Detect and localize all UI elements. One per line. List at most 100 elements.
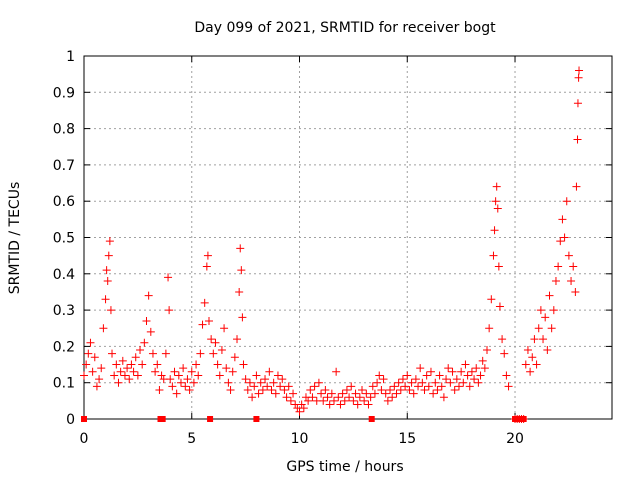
data-point	[530, 335, 539, 344]
data-point	[233, 335, 242, 344]
data-point	[80, 371, 88, 380]
data-point	[452, 375, 461, 384]
chart-title: Day 099 of 2021, SRMTID for receiver bog…	[194, 20, 496, 36]
data-point	[327, 389, 336, 398]
data-point	[549, 306, 558, 315]
data-point	[355, 393, 364, 402]
data-point	[238, 313, 247, 322]
data-point	[569, 262, 578, 271]
data-point	[459, 378, 468, 387]
data-point	[258, 385, 267, 394]
data-point	[358, 385, 367, 394]
data-point	[308, 393, 317, 402]
data-point	[207, 335, 216, 344]
zero-marker	[368, 416, 375, 422]
data-point	[547, 324, 556, 333]
data-point	[463, 371, 472, 380]
data-point	[120, 371, 129, 380]
data-point	[213, 360, 222, 369]
zero-marker	[520, 416, 527, 422]
data-point	[189, 378, 198, 387]
data-point	[476, 371, 485, 380]
data-point	[215, 371, 224, 380]
data-point	[521, 360, 530, 369]
data-point	[265, 367, 274, 376]
data-point	[105, 237, 114, 246]
data-point	[82, 360, 91, 369]
data-point	[299, 404, 308, 413]
data-point	[252, 371, 261, 380]
data-point	[435, 371, 444, 380]
data-point	[226, 385, 235, 394]
data-point	[347, 382, 356, 391]
data-point	[222, 364, 231, 373]
data-point	[472, 364, 481, 373]
y-tick-label: 0.5	[53, 231, 75, 247]
data-point	[220, 324, 229, 333]
x-tick-label: 0	[80, 431, 89, 447]
data-point	[439, 393, 448, 402]
data-point	[574, 73, 583, 82]
data-point	[364, 400, 373, 409]
data-point	[411, 375, 420, 384]
y-tick-label: 0.4	[53, 267, 75, 283]
data-point	[248, 393, 257, 402]
y-tick-label: 0	[66, 412, 75, 428]
data-point	[572, 182, 581, 191]
zero-marker	[253, 416, 260, 422]
data-point	[250, 382, 259, 391]
data-point	[114, 378, 123, 387]
data-point	[450, 385, 459, 394]
data-point	[280, 385, 289, 394]
data-point	[388, 393, 397, 402]
data-point	[414, 382, 423, 391]
zero-marker	[207, 416, 214, 422]
data-point	[545, 291, 554, 300]
data-point	[155, 385, 164, 394]
data-point	[426, 367, 435, 376]
y-tick-label: 0.9	[53, 85, 75, 101]
data-point	[269, 378, 278, 387]
data-point	[442, 375, 451, 384]
data-point	[446, 378, 455, 387]
data-point	[494, 262, 503, 271]
data-point	[140, 338, 149, 347]
y-axis-label: SRMTID / TECUs	[7, 182, 23, 295]
data-point	[271, 389, 280, 398]
data-point	[489, 251, 498, 260]
data-point	[241, 375, 250, 384]
data-point	[239, 360, 248, 369]
data-point	[366, 393, 375, 402]
data-points	[80, 66, 584, 423]
data-point	[198, 320, 207, 329]
data-point	[340, 396, 349, 405]
data-point	[235, 287, 244, 296]
data-point	[418, 378, 427, 387]
data-point	[368, 382, 377, 391]
data-point	[360, 396, 369, 405]
data-point	[84, 349, 93, 358]
data-point	[336, 400, 345, 409]
data-point	[179, 364, 188, 373]
data-point	[558, 215, 567, 224]
data-point	[487, 295, 496, 304]
data-point	[200, 298, 209, 307]
data-point	[485, 324, 494, 333]
data-point	[398, 375, 407, 384]
data-point	[351, 389, 360, 398]
data-point	[474, 378, 483, 387]
data-point	[329, 396, 338, 405]
data-point	[437, 382, 446, 391]
data-point	[118, 356, 127, 365]
data-point	[560, 233, 569, 242]
data-point	[138, 360, 147, 369]
data-point	[108, 349, 117, 358]
data-point	[144, 291, 153, 300]
data-point	[390, 382, 399, 391]
data-point	[86, 338, 95, 347]
data-point	[454, 382, 463, 391]
data-point	[263, 382, 272, 391]
data-point	[170, 367, 179, 376]
data-point	[194, 371, 203, 380]
data-point	[543, 346, 552, 355]
